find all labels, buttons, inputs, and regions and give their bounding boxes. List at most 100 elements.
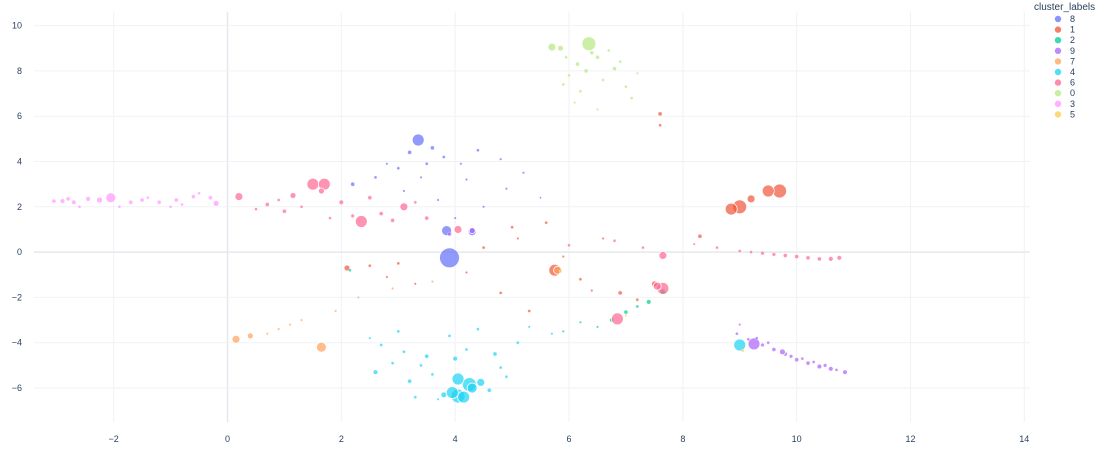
data-point[interactable] (105, 192, 117, 204)
data-point[interactable] (328, 216, 332, 220)
data-point[interactable] (439, 247, 460, 269)
data-point[interactable] (334, 309, 337, 313)
data-point[interactable] (59, 198, 66, 205)
data-point[interactable] (522, 171, 525, 175)
data-point[interactable] (459, 162, 463, 166)
data-point[interactable] (465, 271, 468, 274)
data-point[interactable] (466, 382, 478, 394)
data-point[interactable] (413, 282, 417, 286)
data-point[interactable] (464, 347, 469, 352)
data-point[interactable] (771, 347, 777, 352)
data-point[interactable] (564, 55, 568, 59)
data-point[interactable] (575, 61, 580, 67)
data-point[interactable] (761, 184, 775, 198)
data-point[interactable] (476, 148, 480, 152)
data-point[interactable] (357, 296, 360, 299)
data-point[interactable] (139, 197, 145, 203)
data-point[interactable] (413, 200, 417, 204)
legend-item[interactable]: 2 (1054, 35, 1075, 45)
data-point[interactable] (468, 227, 476, 235)
data-point[interactable] (590, 289, 594, 292)
data-point[interactable] (453, 216, 457, 220)
data-point[interactable] (800, 356, 804, 361)
data-point[interactable] (315, 341, 327, 353)
legend-item[interactable]: 6 (1054, 78, 1075, 88)
data-point[interactable] (445, 386, 459, 400)
data-point[interactable] (168, 205, 173, 209)
data-point[interactable] (612, 66, 617, 71)
data-point[interactable] (779, 348, 786, 356)
data-point[interactable] (306, 177, 320, 191)
data-point[interactable] (372, 369, 379, 376)
data-point[interactable] (755, 336, 759, 340)
data-point[interactable] (453, 225, 463, 234)
data-point[interactable] (746, 194, 756, 204)
data-point[interactable] (657, 111, 663, 117)
data-point[interactable] (794, 254, 799, 259)
data-point[interactable] (516, 237, 520, 240)
data-point[interactable] (645, 298, 652, 305)
data-point[interactable] (816, 363, 823, 370)
data-point[interactable] (447, 231, 452, 237)
data-point[interactable] (180, 202, 184, 207)
data-point[interactable] (504, 375, 509, 379)
data-point[interactable] (465, 178, 468, 181)
data-point[interactable] (635, 71, 639, 75)
data-point[interactable] (607, 48, 611, 53)
data-point[interactable] (212, 199, 220, 207)
data-point[interactable] (652, 281, 662, 291)
data-point[interactable] (157, 200, 162, 205)
data-point[interactable] (234, 192, 244, 202)
data-point[interactable] (794, 357, 799, 362)
legend-item[interactable]: 5 (1054, 109, 1075, 119)
data-point[interactable] (724, 202, 738, 216)
data-point[interactable] (812, 360, 816, 364)
data-point[interactable] (447, 334, 452, 338)
data-point[interactable] (827, 255, 834, 262)
data-point[interactable] (430, 372, 435, 377)
data-point[interactable] (379, 343, 383, 347)
data-point[interactable] (246, 332, 254, 340)
data-point[interactable] (550, 332, 554, 336)
data-point[interactable] (697, 234, 703, 239)
data-point[interactable] (827, 365, 834, 372)
data-point[interactable] (299, 205, 304, 209)
data-point[interactable] (396, 329, 400, 334)
data-point[interactable] (350, 182, 355, 187)
data-point[interactable] (715, 245, 719, 250)
data-point[interactable] (385, 162, 389, 166)
data-point[interactable] (771, 252, 776, 257)
data-point[interactable] (282, 209, 287, 214)
data-point[interactable] (96, 196, 103, 204)
data-point[interactable] (373, 175, 378, 180)
data-point[interactable] (117, 205, 122, 209)
data-point[interactable] (527, 325, 531, 329)
legend-item[interactable]: 1 (1054, 25, 1075, 35)
data-point[interactable] (760, 251, 765, 256)
data-point[interactable] (733, 338, 747, 352)
legend-item[interactable]: 4 (1054, 67, 1075, 77)
data-point[interactable] (419, 176, 423, 179)
data-point[interactable] (396, 166, 400, 170)
data-point[interactable] (573, 101, 577, 104)
data-point[interactable] (350, 213, 355, 218)
data-point[interactable] (174, 197, 179, 203)
data-point[interactable] (436, 198, 440, 202)
data-point[interactable] (692, 242, 696, 246)
data-point[interactable] (738, 323, 742, 326)
data-point[interactable] (85, 195, 91, 202)
data-point[interactable] (492, 351, 498, 357)
data-point[interactable] (746, 337, 750, 341)
data-point[interactable] (579, 320, 582, 324)
data-point[interactable] (431, 280, 434, 283)
data-point[interactable] (766, 341, 770, 345)
data-point[interactable] (544, 221, 548, 225)
legend-item[interactable]: 7 (1054, 56, 1075, 66)
data-point[interactable] (561, 82, 565, 87)
data-point[interactable] (635, 298, 639, 302)
data-point[interactable] (391, 287, 394, 290)
data-point[interactable] (390, 218, 395, 223)
data-point[interactable] (618, 60, 622, 64)
data-point[interactable] (539, 196, 542, 199)
data-point[interactable] (618, 290, 623, 296)
